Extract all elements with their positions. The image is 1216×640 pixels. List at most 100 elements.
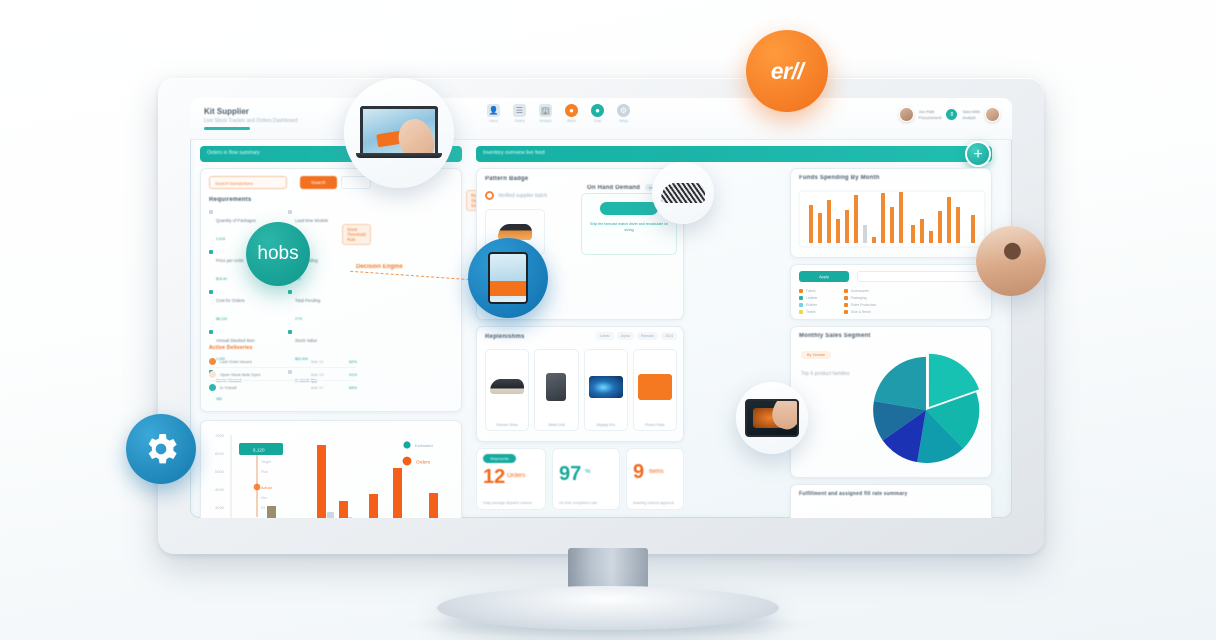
pie-note: Top 6 product families [801,371,850,377]
filter-chip[interactable]: Alpha [616,332,634,340]
banner-right: Inventory overview live feed [476,146,992,162]
shoe-thumb-icon [498,224,532,240]
apply-button[interactable]: Apply [799,271,849,282]
product-card[interactable]: Display Pro [583,349,628,431]
svg-text:4000: 4000 [215,487,225,492]
title-underline [204,127,250,130]
kpi-caption: Daily average dispatch volume [483,501,532,505]
notification-badge[interactable]: 8 [946,109,958,120]
pie-slice-components [873,401,926,441]
pie-slice-packaging [882,409,926,463]
tablet-icon [546,372,567,401]
list-item[interactable]: Total Pending 27% [288,289,359,325]
list-item[interactable]: Cost for Orders $8,120 [209,289,280,325]
supplier-row: Verified supplier batch [485,191,547,200]
tablet-icon [488,252,528,304]
legend-label: Leather [806,296,818,300]
legend-label: Packaging [850,296,867,300]
checkbox-icon [288,290,292,294]
legend-swatch [843,310,848,314]
user-name: Sara Mills [962,108,980,114]
toolbar-label: Orders [514,119,525,123]
toolbar-item-users[interactable]: 👤 Users [485,104,502,123]
list-item[interactable]: Quantity of Packages 2,418 [209,209,280,245]
er-logo-badge[interactable]: er// [746,30,828,112]
laptop-photo-badge[interactable] [344,78,454,188]
bar-series-baseline [327,512,352,518]
avatar[interactable] [985,107,1000,122]
sneaker-photo-badge[interactable] [652,162,714,224]
legend-search-input[interactable] [857,271,985,282]
add-button[interactable]: + [965,141,991,167]
kpi-card-shipments: Shipments 12 Orders Daily average dispat… [476,448,546,510]
person-photo-badge[interactable] [976,226,1046,296]
badge-ring-icon [485,191,494,200]
svg-text:Estimated: Estimated [415,443,433,448]
avatar[interactable] [898,107,914,122]
legend-label: Textile [806,310,816,314]
list-item-value: 1,092 [216,357,225,361]
search-input[interactable]: Search transactions [209,176,287,189]
list-item-label: Price per Units [216,258,244,263]
svg-text:7000: 7000 [215,433,225,438]
header-toolbar: 👤 Users ☰ Orders 🏢 Vendors ● Alerts [485,104,632,123]
legend-swatch [843,296,848,300]
table-row[interactable]: In Transit Mar 17 66% [209,381,357,393]
toolbar-item-chat[interactable]: ● Chat [589,104,606,123]
user-info-primary: Jon Platt Procurement [919,109,942,121]
toolbar-item-orders[interactable]: ☰ Orders [511,104,528,123]
product-card[interactable]: Promo Pack [632,349,677,431]
list-item[interactable]: Annual Stocked Item 1,092 [209,329,280,365]
legend-label: Fabric [806,289,816,293]
list-item[interactable]: Price per Units $18.40 [209,249,280,285]
toolbar-item-alerts[interactable]: ● Alerts [563,104,580,123]
product-card[interactable]: Runner Shoe [485,349,530,431]
kpi-unit: Items [649,469,664,475]
sneaker-icon [661,183,705,203]
person-icon [976,226,1046,296]
pie-chart-svg [873,353,980,463]
kpi-card-backlog: 9 Items Awaiting restock approval [626,448,684,510]
pie-card: Monthly Sales Segment By Volume Top 6 pr… [790,326,992,478]
legend-label: Rubber [806,303,818,307]
row-value: 41% [348,371,357,377]
toolbar-item-setup[interactable]: ⚙ Setup [615,104,632,123]
svg-text:Fit: Fit [261,506,265,510]
pie-slice-accessories [917,409,964,463]
filter-button[interactable] [340,176,371,189]
checkbox-icon [288,370,292,374]
checkbox-icon [288,330,292,334]
user-info-secondary: Sara Mills Analyst [962,109,980,121]
table-row[interactable]: Open Stock Bulk Open Mar 14 41% [209,368,357,381]
laptop-screen [360,106,438,153]
funds-title: Funds Spending By Month [799,175,880,181]
filter-chip[interactable]: 2024 [661,332,677,340]
filter-chip[interactable]: Release [636,332,658,340]
pie-chip[interactable]: By Volume [801,351,832,359]
hand-tablet-badge[interactable] [736,382,808,454]
toolbar-label: Setup [619,119,628,123]
display-icon [588,375,623,398]
feature-pill[interactable] [600,202,658,215]
list-item[interactable]: Stock Value $62,400 [288,329,359,365]
settings-gear-badge[interactable] [126,414,196,484]
building-icon: 🏢 [539,104,552,117]
list-item[interactable]: Transport Carrier Domestic only distribu… [799,505,983,518]
tablet-device-badge[interactable] [468,238,548,318]
toolbar-item-vendors[interactable]: 🏢 Vendors [537,104,554,123]
monitor-screen: Kit Supplier Live Stock Tracker and Orde… [190,98,1012,518]
table-row[interactable]: Last Order issued Mar 12 82% [209,355,357,368]
product-card[interactable]: Tablet Unit [534,349,579,431]
filter-chip[interactable]: Latest [595,332,614,340]
hobs-badge[interactable]: hobs [246,222,310,286]
product-name: Promo Pack [645,423,665,427]
row-label: Last Order issued [220,358,252,364]
search-separator: ⋮ [291,179,296,186]
orange-banner [490,281,526,296]
banner-left-label: Orders in flow summary [207,150,260,156]
list-item-label: Quantity of Packages [216,218,256,223]
list-item-value: $62,400 [295,357,308,361]
legend-label: Accessories [850,289,869,293]
search-button[interactable]: Search [300,176,337,189]
